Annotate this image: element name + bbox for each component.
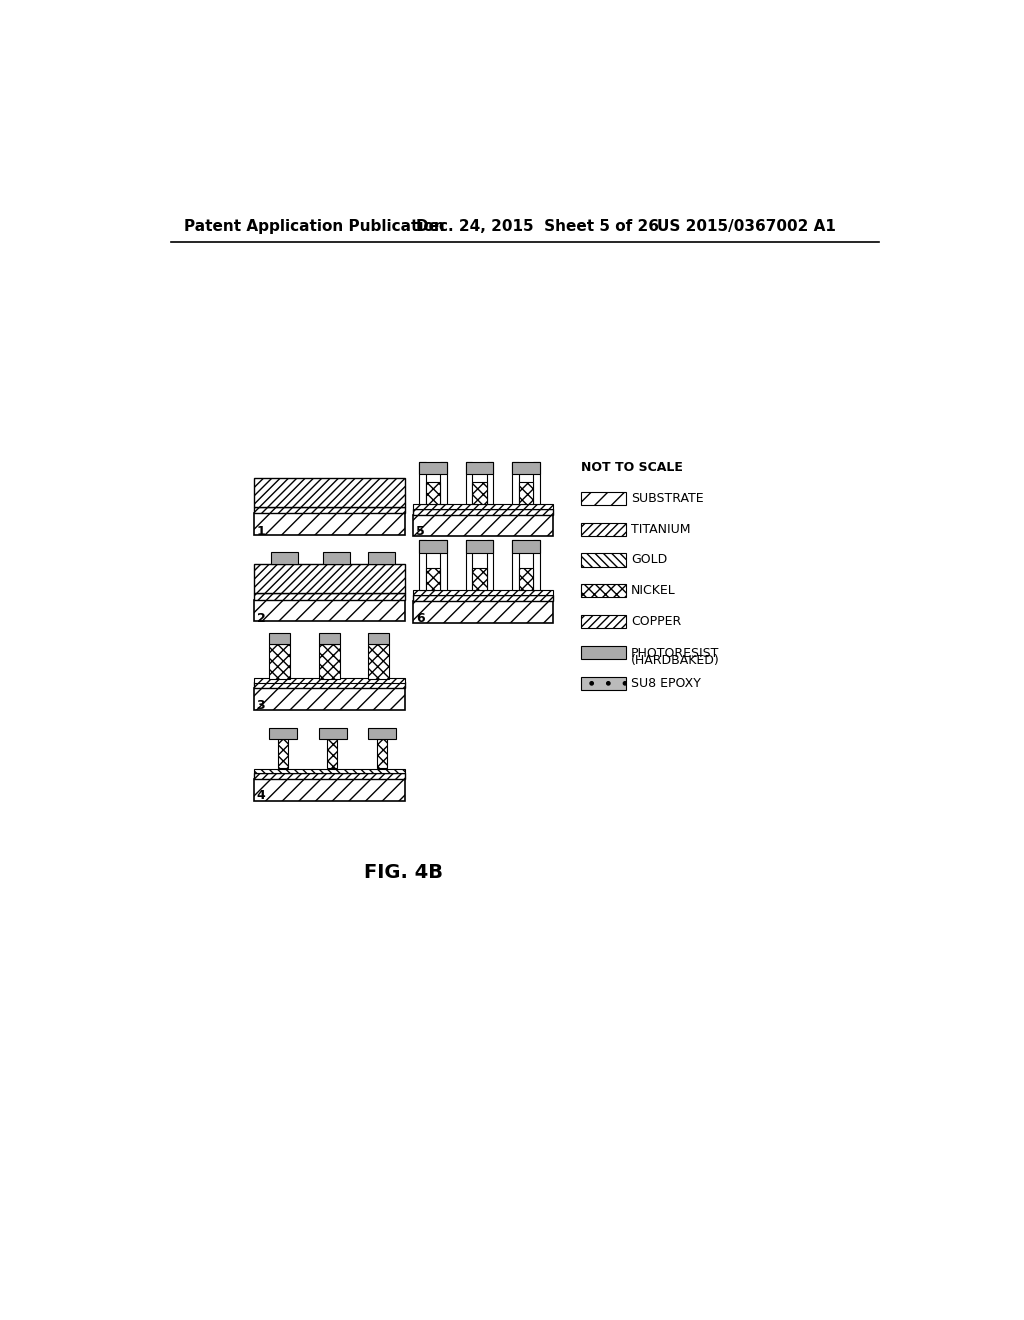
Bar [254,770,404,774]
Text: Dec. 24, 2015  Sheet 5 of 26: Dec. 24, 2015 Sheet 5 of 26 [417,219,659,234]
Bar [486,540,493,590]
Text: Patent Application Publication: Patent Application Publication [183,219,444,234]
Bar [377,739,387,768]
Text: NOT TO SCALE: NOT TO SCALE [582,461,683,474]
Bar [512,462,540,474]
Bar [582,523,627,536]
Bar [534,540,540,590]
Bar [369,729,396,739]
Bar [324,552,350,564]
Text: 4: 4 [257,789,265,803]
Bar [369,632,389,644]
Text: FIG. 4B: FIG. 4B [364,863,442,882]
Text: (HARDBAKED): (HARDBAKED) [631,655,720,668]
Bar [414,595,553,601]
Bar [414,508,553,515]
Bar [254,478,404,507]
Bar [414,601,553,623]
Bar [269,632,290,644]
Bar [318,644,340,678]
Text: GOLD: GOLD [631,553,668,566]
Bar [420,540,426,590]
Text: 5: 5 [417,525,425,539]
Text: 6: 6 [417,611,425,624]
Bar [466,462,472,504]
Bar [414,590,553,595]
Text: COPPER: COPPER [631,615,681,628]
Text: 2: 2 [257,611,265,624]
Bar [518,482,534,504]
Bar [512,540,540,553]
Text: SU8 EPOXY: SU8 EPOXY [631,677,700,689]
Bar [512,540,518,590]
Bar [518,568,534,590]
Bar [420,462,446,474]
Bar [420,462,426,504]
Bar [254,779,404,800]
Bar [254,513,404,535]
Bar [254,682,404,688]
Bar [472,568,486,590]
Bar [466,462,493,474]
Bar [440,462,446,504]
Bar [254,774,404,779]
Bar [486,462,493,504]
Text: NICKEL: NICKEL [631,585,676,597]
Bar [318,632,340,644]
Bar [426,482,440,504]
Bar [254,688,404,710]
Bar [254,594,404,599]
Bar [534,462,540,504]
Bar [466,540,472,590]
Bar [582,492,627,506]
Bar [254,564,404,594]
Bar [270,552,298,564]
Bar [269,729,297,739]
Text: US 2015/0367002 A1: US 2015/0367002 A1 [656,219,836,234]
Text: TITANIUM: TITANIUM [631,523,690,536]
Bar [582,553,627,566]
Bar [472,482,486,504]
Bar [369,644,389,678]
Bar [269,644,290,678]
Bar [254,599,404,622]
Text: SUBSTRATE: SUBSTRATE [631,492,703,504]
Bar [328,739,337,768]
Text: PHOTORESIST: PHOTORESIST [631,647,719,660]
Bar [582,645,627,659]
Bar [582,615,627,628]
Bar [414,504,553,508]
Text: 1: 1 [257,525,265,539]
Text: 3: 3 [257,698,265,711]
Bar [466,540,493,553]
Bar [582,677,627,689]
Bar [369,552,395,564]
Bar [278,739,288,768]
Bar [254,678,404,682]
Bar [318,729,346,739]
Bar [512,462,518,504]
Bar [426,568,440,590]
Bar [582,585,627,597]
Bar [440,540,446,590]
Bar [414,515,553,536]
Bar [420,540,446,553]
Bar [254,507,404,513]
